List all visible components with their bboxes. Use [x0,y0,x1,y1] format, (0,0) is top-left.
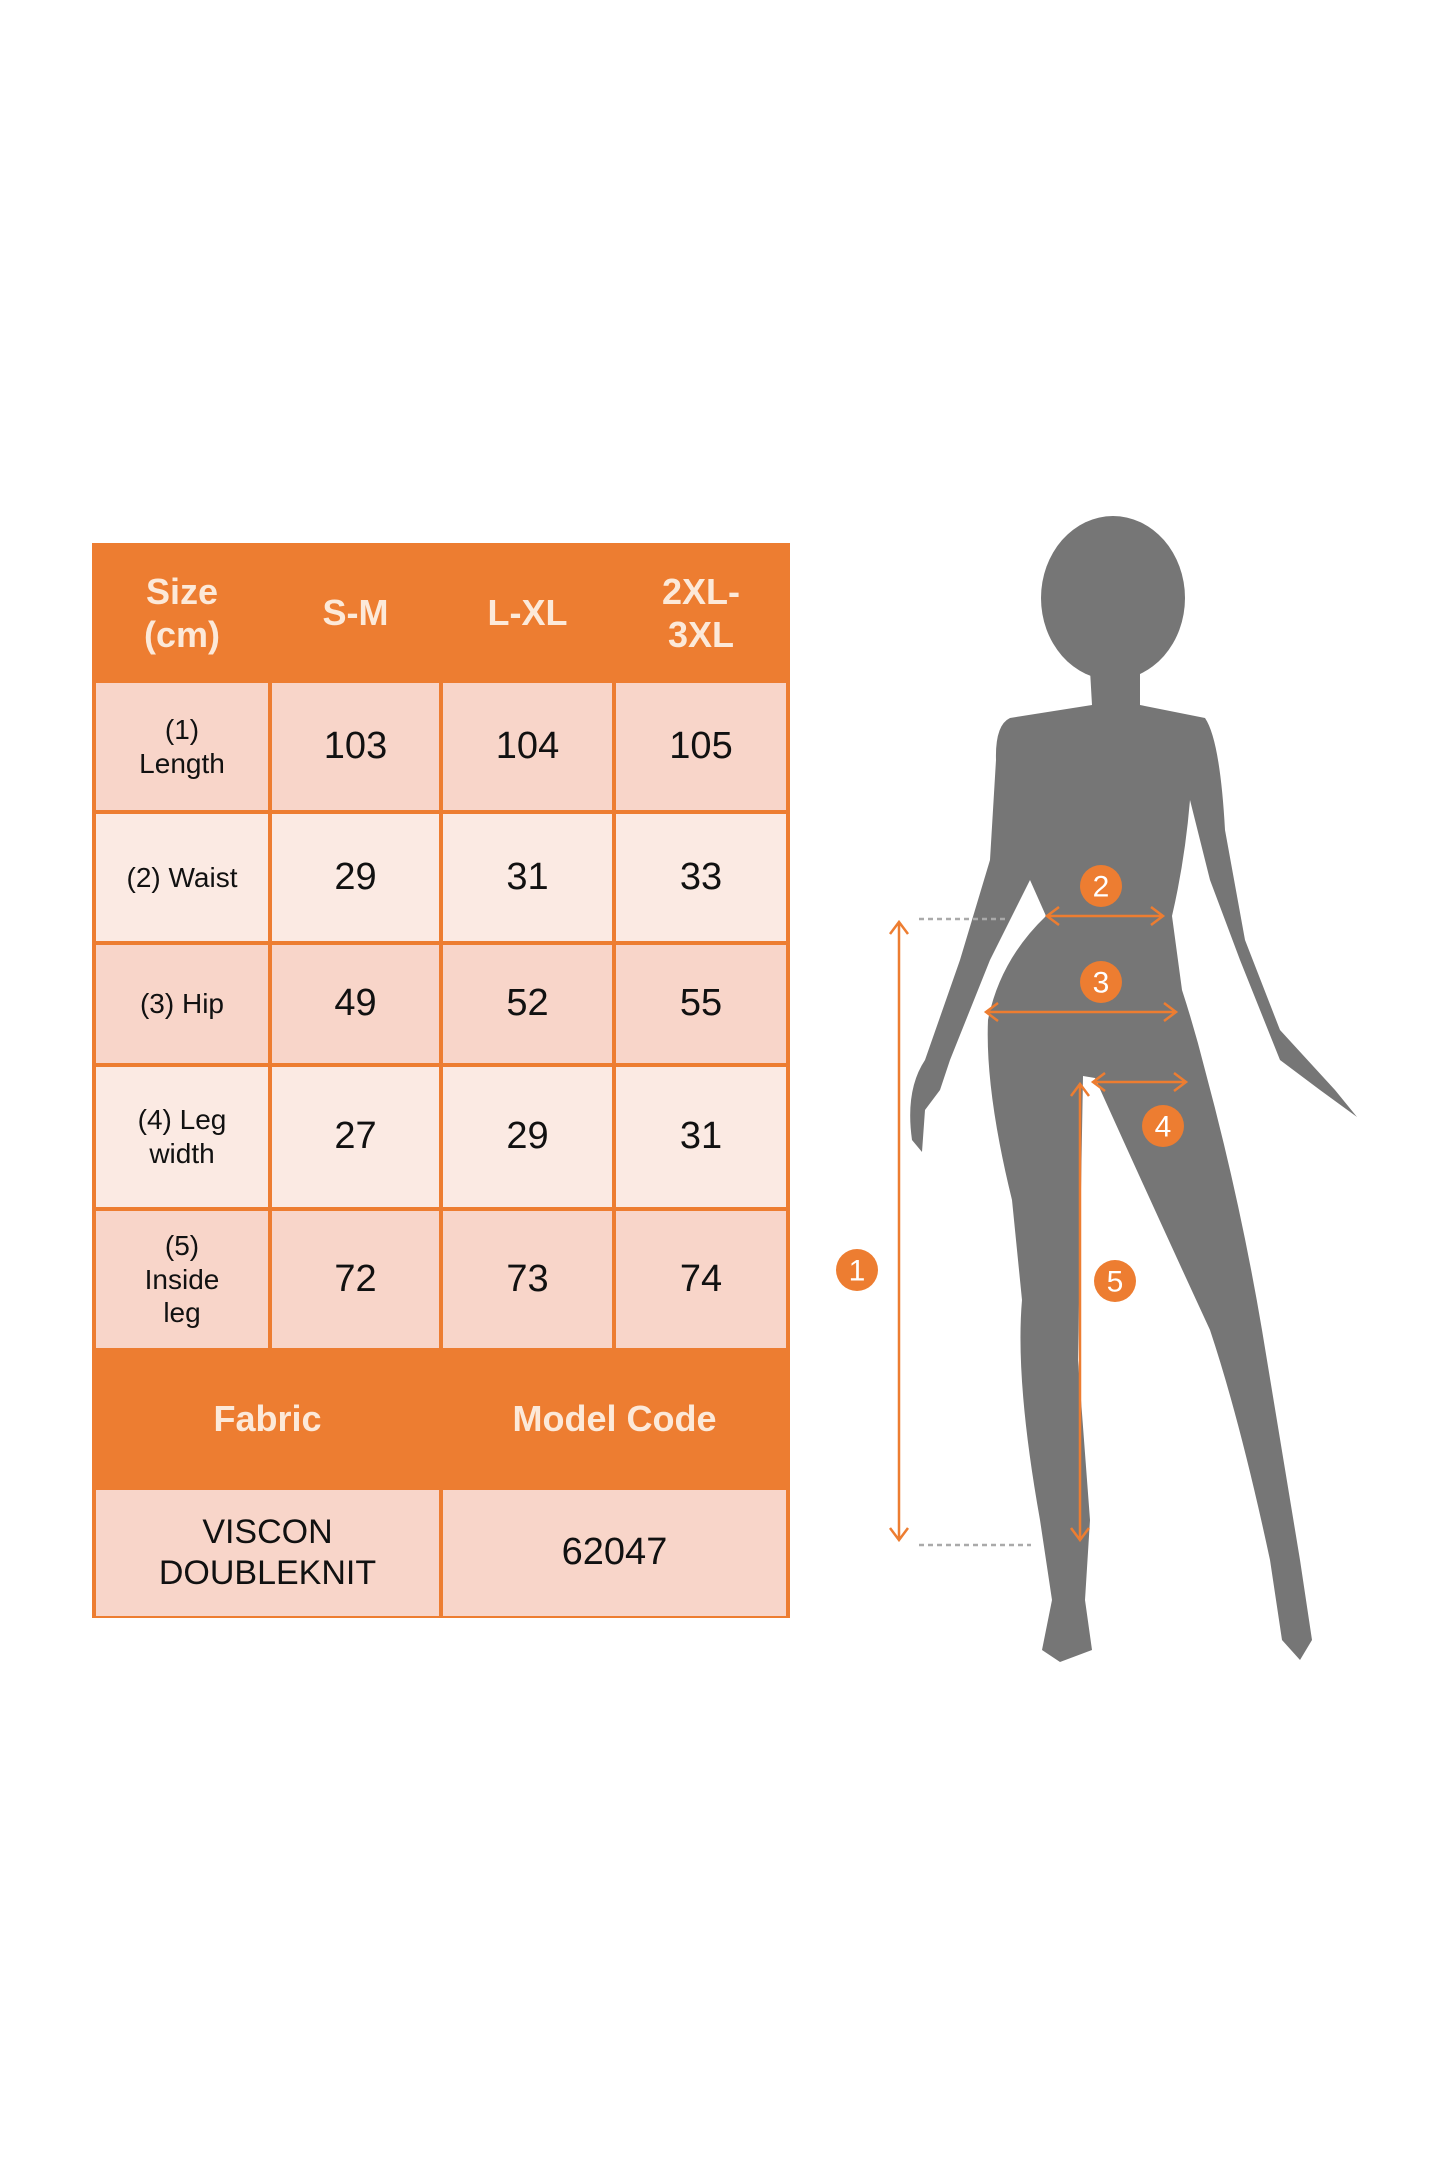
row-label: (3) Hip [96,945,268,1063]
value-cell: 49 [272,945,439,1063]
value-cell: 72 [272,1211,439,1348]
row-label: (1) Length [96,683,268,810]
svg-text:1: 1 [849,1255,866,1288]
value-cell: 73 [443,1211,612,1348]
model-code-header: Model Code [512,1398,717,1440]
badge-2: 2 [1080,865,1122,907]
header-cell: S-M [322,592,389,634]
value-cell: 29 [272,814,439,941]
svg-text:4: 4 [1155,1111,1172,1144]
inside-leg-arrow [1070,1081,1090,1543]
value-cell: 52 [443,945,612,1063]
value-cell: 74 [616,1211,786,1348]
waist-arrow [1044,906,1166,926]
badge-5: 5 [1094,1260,1136,1302]
header-cell: 2XL-3XL [661,570,740,655]
badge-3: 3 [1080,961,1122,1003]
badge-4: 4 [1142,1105,1184,1147]
svg-text:5: 5 [1107,1266,1124,1299]
silhouette [910,516,1357,1662]
length-arrow [889,919,909,1543]
value-cell: 33 [616,814,786,941]
value-cell: 55 [616,945,786,1063]
badge-1: 1 [836,1249,878,1291]
header-cell: L-XL [487,592,568,634]
value-cell: 103 [272,683,439,810]
fabric-header: Fabric [213,1398,322,1440]
size-table: Size (cm) S-M L-XL 2XL-3XL (1) Length 103 104 1… [92,543,790,1618]
body [910,670,1357,1662]
head [1041,516,1185,680]
svg-text:2: 2 [1093,871,1110,904]
model-code-value: 62047 [443,1490,786,1616]
measurement-arrows [889,906,1189,1547]
svg-text:3: 3 [1093,967,1110,1000]
fabric-value: VISCON DOUBLEKNIT [96,1490,439,1616]
header-cell: Size (cm) [143,570,220,655]
value-cell: 29 [443,1067,612,1207]
value-cell: 105 [616,683,786,810]
row-label: (2) Waist [96,814,268,941]
value-cell: 31 [443,814,612,941]
value-cell: 27 [272,1067,439,1207]
hip-arrow [983,1002,1179,1022]
row-label: (4) Leg width [96,1067,268,1207]
value-cell: 104 [443,683,612,810]
value-cell: 31 [616,1067,786,1207]
leg-width-arrow [1090,1072,1189,1092]
row-label: (5) Inside leg [96,1211,268,1348]
